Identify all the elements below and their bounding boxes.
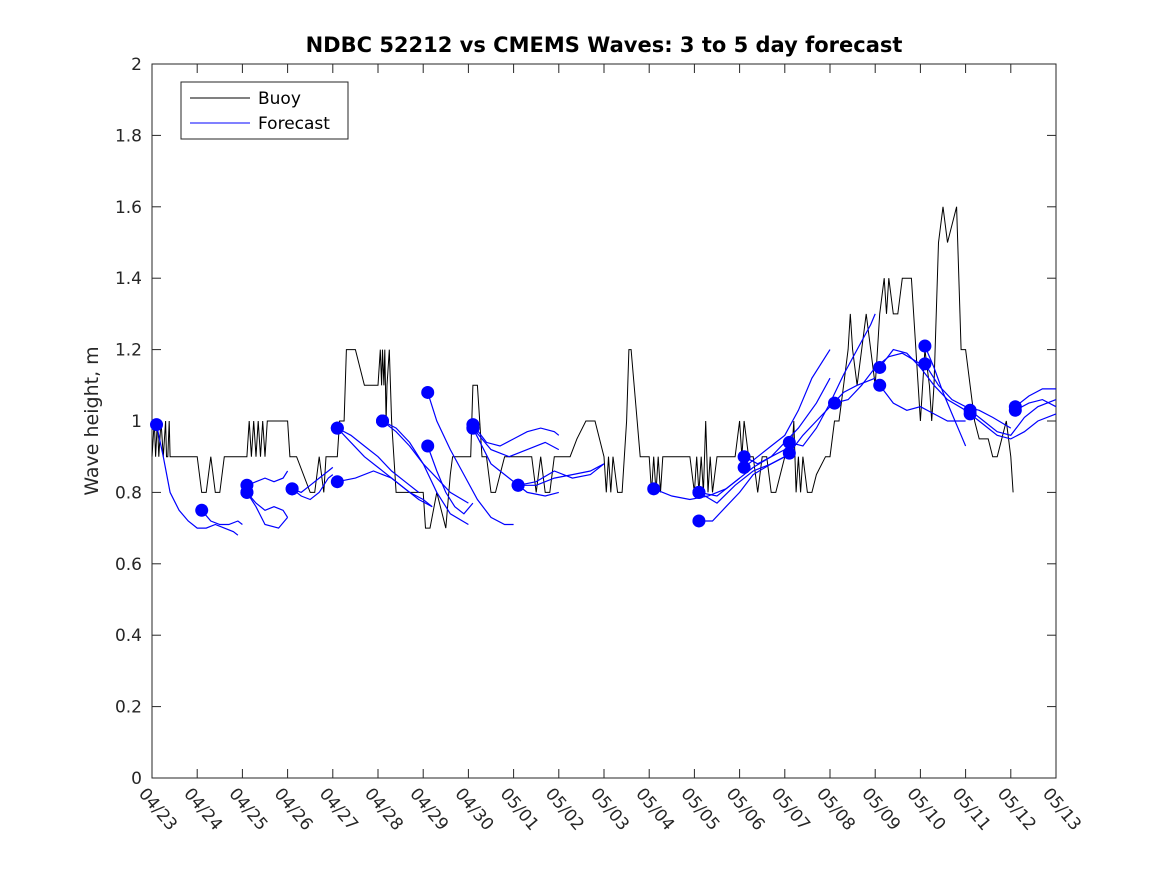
- forecast-start-point: [873, 360, 887, 374]
- forecast-series-line: [879, 384, 966, 422]
- forecast-series-line: [336, 427, 433, 508]
- x-tick-label: 05/04: [631, 784, 678, 834]
- forecast-start-point: [963, 407, 977, 421]
- y-tick-label: 1.8: [115, 126, 142, 146]
- forecast-series-line: [382, 420, 469, 504]
- y-axis-label: Wave height, m: [81, 346, 103, 495]
- y-tick-label: 1: [131, 412, 142, 432]
- forecast-series-line: [291, 474, 334, 501]
- x-tick-label: 05/08: [812, 784, 859, 834]
- forecast-series-line: [1015, 398, 1057, 411]
- forecast-series-line: [246, 492, 289, 518]
- x-tick-label: 05/09: [857, 784, 904, 834]
- forecast-start-point: [828, 396, 842, 410]
- forecast-start-point: [647, 482, 661, 496]
- y-tick-label: 2: [131, 55, 142, 75]
- x-tick-label: 04/27: [315, 784, 362, 834]
- x-tick-label: 05/07: [767, 784, 814, 834]
- forecast-start-point: [195, 503, 209, 517]
- x-tick-label: 04/30: [451, 784, 498, 834]
- x-tick-label: 05/03: [586, 784, 633, 834]
- forecast-series-line: [337, 470, 433, 508]
- y-tick-label: 0.2: [115, 698, 142, 718]
- forecast-series-line: [246, 470, 289, 486]
- forecast-series-line: [698, 449, 786, 497]
- y-tick-label: 0.4: [115, 626, 142, 646]
- axes-box: [151, 63, 1057, 779]
- y-tick-label: 0.6: [115, 555, 142, 575]
- forecast-series-line: [201, 509, 243, 526]
- forecast-start-point: [782, 435, 796, 449]
- y-tick-label: 1.2: [115, 341, 142, 361]
- forecast-start-point: [150, 418, 164, 432]
- forecast-series-line: [427, 445, 474, 515]
- forecast-start-point: [918, 339, 932, 353]
- x-tick-label: 04/29: [405, 784, 452, 834]
- forecast-start-point: [918, 357, 932, 371]
- forecast-series-line: [789, 313, 876, 447]
- forecast-series-line: [743, 349, 831, 468]
- forecast-series-line: [472, 427, 560, 458]
- forecast-start-point: [466, 421, 480, 435]
- x-tick-label: 05/02: [541, 784, 588, 834]
- forecast-series-line: [337, 427, 420, 493]
- forecast-series-line: [969, 413, 1057, 440]
- forecast-series-line: [1014, 388, 1056, 408]
- forecast-start-point: [376, 414, 390, 428]
- forecast-series-line: [518, 463, 605, 486]
- forecast-start-point: [873, 378, 887, 392]
- forecast-start-point: [737, 450, 751, 464]
- legend-forecast-label: Forecast: [258, 114, 330, 134]
- x-tick-label: 05/05: [677, 784, 724, 834]
- x-tick-label: 05/11: [948, 784, 995, 834]
- forecast-series-line: [698, 456, 786, 504]
- forecast-series-line: [517, 463, 605, 486]
- forecast-start-point: [782, 446, 796, 460]
- forecast-start-point: [421, 439, 435, 453]
- forecast-series-line: [291, 466, 334, 494]
- x-tick-label: 04/23: [134, 784, 181, 834]
- forecast-series-line: [427, 392, 514, 526]
- y-tick-label: 1.4: [115, 269, 142, 289]
- y-tick-label: 0.8: [115, 483, 142, 503]
- forecast-start-point: [737, 460, 751, 474]
- legend-buoy-label: Buoy: [258, 89, 301, 109]
- legend: Buoy Forecast: [180, 81, 349, 140]
- forecast-series-line: [924, 345, 967, 447]
- x-tick-label: 05/06: [722, 784, 769, 834]
- forecast-start-point: [330, 421, 344, 435]
- chart-title: NDBC 52212 vs CMEMS Waves: 3 to 5 day fo…: [306, 33, 903, 57]
- y-tick-label: 0: [131, 769, 142, 789]
- x-tick-label: 04/24: [179, 784, 226, 834]
- x-tick-label: 05/13: [1038, 784, 1085, 834]
- forecast-start-point: [240, 485, 254, 499]
- forecast-start-point: [692, 485, 706, 499]
- legend-box: [180, 81, 349, 140]
- forecast-start-point: [421, 385, 435, 399]
- forecast-start-point: [330, 475, 344, 489]
- x-tick-label: 05/01: [496, 784, 543, 834]
- forecast-start-point: [285, 482, 299, 496]
- x-tick-label: 05/12: [993, 784, 1040, 834]
- plot-area: 00.20.40.60.811.21.41.61.8204/2304/2404/…: [115, 55, 1085, 835]
- forecast-start-point: [511, 478, 525, 492]
- x-tick-label: 05/10: [903, 784, 950, 834]
- forecast-series-line: [969, 399, 1057, 436]
- forecast-series-line: [472, 424, 560, 447]
- y-tick-label: 1.6: [115, 198, 142, 218]
- x-tick-label: 04/28: [360, 784, 407, 834]
- x-tick-label: 04/26: [270, 784, 317, 834]
- forecast-start-point: [692, 514, 706, 528]
- x-tick-label: 04/25: [225, 784, 272, 834]
- buoy-series-line: [151, 206, 1014, 529]
- forecast-series-line: [246, 492, 289, 529]
- forecast-start-point: [1008, 403, 1022, 417]
- forecast-series-line: [155, 424, 239, 536]
